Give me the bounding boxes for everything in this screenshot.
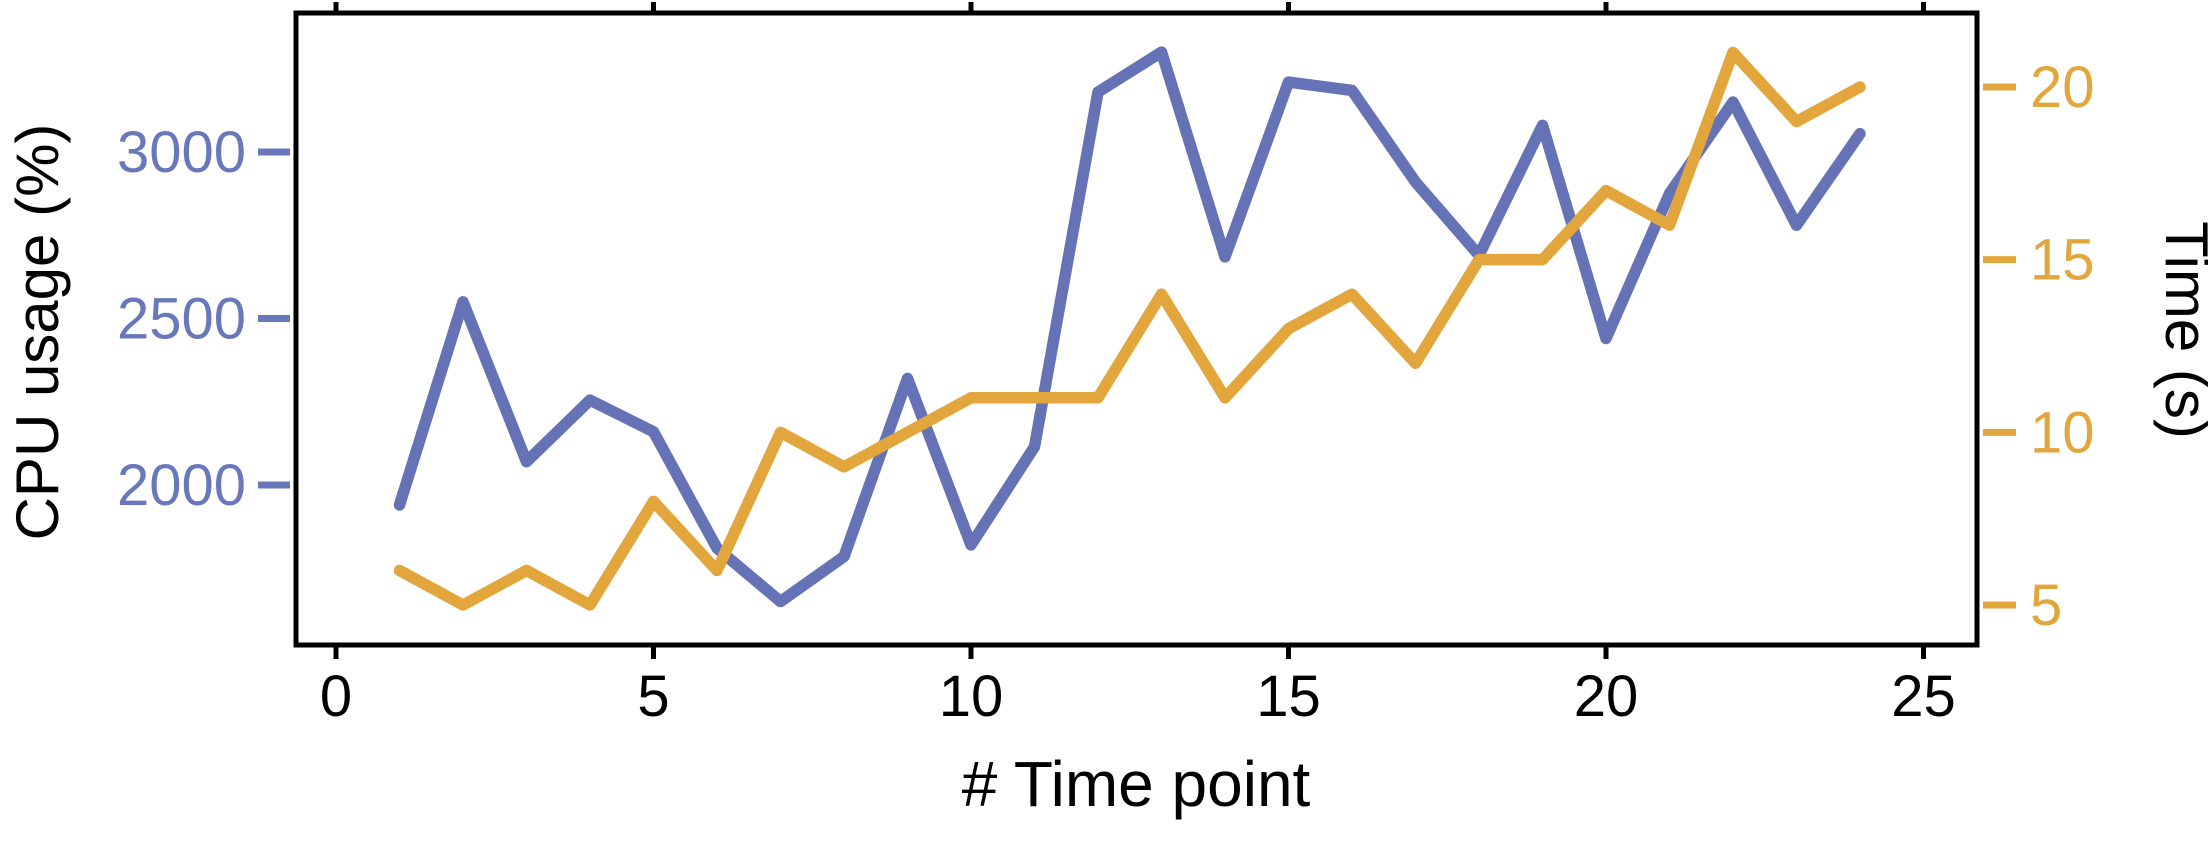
plot-border (293, 10, 1980, 648)
right-tick-label: 15 (2030, 228, 2095, 293)
right-tick-label: 20 (2030, 55, 2095, 120)
x-tick-label: 20 (1574, 664, 1639, 729)
cpu-usage-line (393, 46, 1866, 608)
x-tick-label: 25 (1891, 664, 1956, 729)
left-tick-label: 2500 (117, 287, 246, 352)
left-tick-label: 3000 (117, 120, 246, 185)
right-tick-label: 5 (2030, 573, 2062, 638)
left-axis-tick-labels: 2000 2500 3000 (117, 120, 246, 518)
x-tick-label: 5 (637, 664, 669, 729)
left-tick-label: 2000 (117, 453, 246, 518)
x-tick-label: 0 (320, 664, 352, 729)
right-axis-ticks (1983, 83, 2016, 609)
time-line (393, 46, 1866, 611)
right-tick-label: 10 (2030, 400, 2095, 465)
x-tick-label: 15 (1256, 664, 1321, 729)
x-axis-title: # Time point (962, 748, 1311, 820)
right-axis-title: Time (s) (2153, 221, 2208, 439)
right-axis-tick-labels: 5 10 15 20 (2030, 55, 2095, 638)
left-axis-title: CPU usage (%) (4, 124, 71, 541)
x-axis-tick-labels: 0 5 10 15 20 25 (320, 664, 1956, 729)
x-axis-ticks-bottom (333, 647, 1926, 659)
x-axis-ticks-top (333, 2, 1926, 11)
left-axis-ticks (258, 148, 290, 489)
x-tick-label: 10 (939, 664, 1004, 729)
